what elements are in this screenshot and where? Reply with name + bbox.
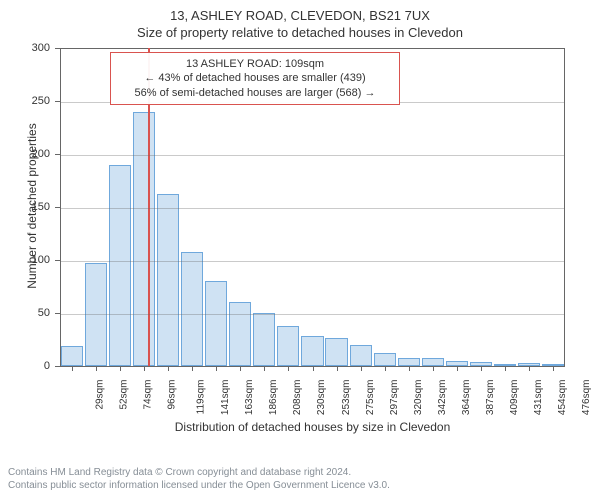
- x-tick-mark: [337, 366, 338, 371]
- x-axis-label: Distribution of detached houses by size …: [60, 420, 565, 434]
- page-title-subtitle: Size of property relative to detached ho…: [0, 23, 600, 40]
- x-tick-mark: [264, 366, 265, 371]
- y-axis-line: [60, 48, 61, 366]
- x-tick-mark: [457, 366, 458, 371]
- x-tick-label: 52sqm: [119, 380, 130, 410]
- bar: [133, 112, 155, 366]
- x-tick-mark: [144, 366, 145, 371]
- bar: [253, 313, 275, 366]
- gridline: [60, 208, 564, 209]
- x-tick-label: 163sqm: [244, 380, 255, 416]
- bar: [398, 358, 420, 366]
- y-tick-mark: [55, 313, 60, 314]
- x-tick-label: 208sqm: [292, 380, 303, 416]
- y-tick-mark: [55, 101, 60, 102]
- x-tick-mark: [529, 366, 530, 371]
- x-tick-mark: [288, 366, 289, 371]
- x-tick-label: 364sqm: [461, 380, 472, 416]
- x-tick-mark: [505, 366, 506, 371]
- x-tick-label: 119sqm: [196, 380, 207, 415]
- x-tick-label: 29sqm: [95, 380, 106, 410]
- bar: [374, 353, 396, 366]
- x-tick-label: 230sqm: [317, 380, 328, 416]
- y-tick-label: 50: [20, 307, 50, 319]
- y-tick-label: 250: [20, 95, 50, 107]
- footer-line1: Contains HM Land Registry data © Crown c…: [8, 466, 390, 479]
- x-tick-label: 476sqm: [581, 380, 592, 416]
- x-tick-mark: [409, 366, 410, 371]
- bar: [229, 302, 251, 366]
- annotation-line2: ← 43% of detached houses are smaller (43…: [119, 71, 391, 85]
- x-tick-label: 297sqm: [389, 380, 400, 416]
- y-tick-mark: [55, 260, 60, 261]
- y-tick-label: 100: [20, 254, 50, 266]
- bar: [301, 336, 323, 366]
- x-tick-mark: [481, 366, 482, 371]
- x-tick-label: 96sqm: [167, 380, 178, 410]
- y-tick-label: 300: [20, 42, 50, 54]
- bar: [157, 194, 179, 366]
- x-tick-mark: [72, 366, 73, 371]
- bar: [109, 165, 131, 366]
- x-tick-label: 275sqm: [365, 380, 376, 416]
- y-tick-label: 0: [20, 360, 50, 372]
- bar: [350, 345, 372, 366]
- x-tick-label: 141sqm: [220, 380, 231, 416]
- x-tick-mark: [385, 366, 386, 371]
- x-tick-mark: [553, 366, 554, 371]
- x-tick-label: 74sqm: [143, 380, 154, 410]
- x-tick-mark: [96, 366, 97, 371]
- gridline: [60, 155, 564, 156]
- footer-line2: Contains public sector information licen…: [8, 479, 390, 492]
- x-tick-mark: [433, 366, 434, 371]
- x-tick-mark: [240, 366, 241, 371]
- y-tick-label: 150: [20, 201, 50, 213]
- x-tick-label: 253sqm: [341, 380, 352, 416]
- bar: [325, 338, 347, 366]
- x-tick-label: 320sqm: [413, 380, 424, 416]
- bar: [181, 252, 203, 366]
- x-tick-mark: [361, 366, 362, 371]
- gridline: [60, 314, 564, 315]
- annotation-callout: 13 ASHLEY ROAD: 109sqm ← 43% of detached…: [110, 52, 400, 105]
- y-tick-mark: [55, 154, 60, 155]
- x-tick-mark: [216, 366, 217, 371]
- y-tick-label: 200: [20, 148, 50, 160]
- x-tick-label: 342sqm: [437, 380, 448, 416]
- x-tick-label: 409sqm: [509, 380, 520, 416]
- y-tick-mark: [55, 366, 60, 367]
- gridline: [60, 261, 564, 262]
- annotation-line1: 13 ASHLEY ROAD: 109sqm: [119, 57, 391, 71]
- annotation-line3: 56% of semi-detached houses are larger (…: [119, 86, 391, 100]
- x-tick-mark: [120, 366, 121, 371]
- bar: [277, 326, 299, 366]
- bar: [61, 346, 83, 366]
- page-title-address: 13, ASHLEY ROAD, CLEVEDON, BS21 7UX: [0, 0, 600, 23]
- y-tick-mark: [55, 207, 60, 208]
- bar: [422, 358, 444, 366]
- x-tick-label: 186sqm: [268, 380, 279, 416]
- x-tick-label: 454sqm: [557, 380, 568, 416]
- x-tick-mark: [168, 366, 169, 371]
- x-tick-mark: [192, 366, 193, 371]
- bar: [205, 281, 227, 366]
- x-tick-label: 387sqm: [485, 380, 496, 416]
- x-tick-label: 431sqm: [533, 380, 544, 416]
- x-tick-mark: [313, 366, 314, 371]
- y-tick-mark: [55, 48, 60, 49]
- footer-attribution: Contains HM Land Registry data © Crown c…: [8, 466, 390, 492]
